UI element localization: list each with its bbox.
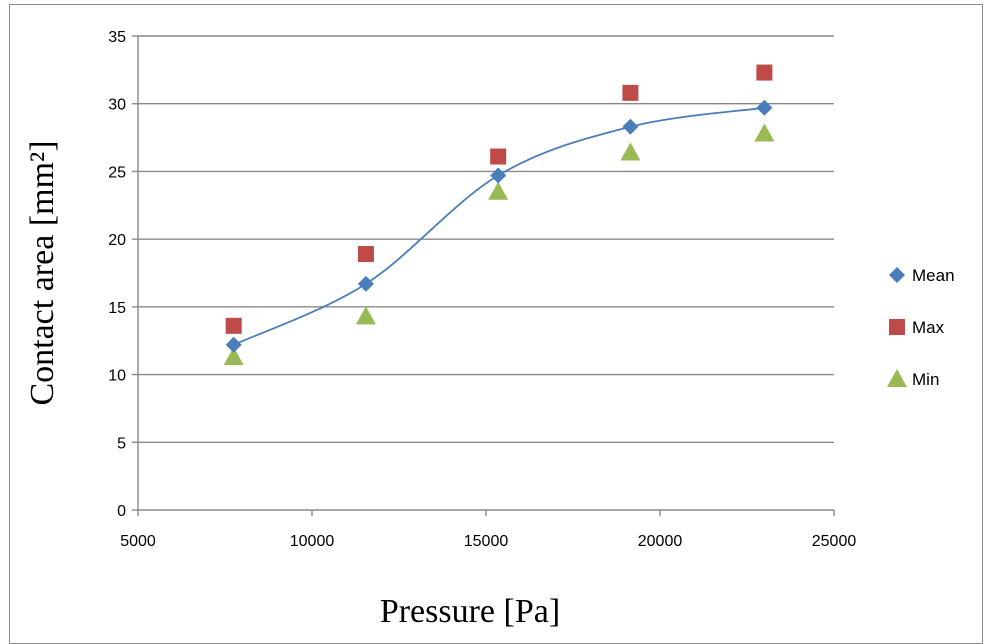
series-min <box>223 123 775 365</box>
min-marker <box>355 306 376 325</box>
max-marker <box>357 246 374 263</box>
series-max <box>225 64 773 334</box>
y-tick-labels: 0 5 10 15 20 25 30 35 <box>108 29 126 520</box>
mean-marker <box>756 99 773 116</box>
legend-label: Min <box>912 370 939 389</box>
x-axis-title: Pressure [Pa] <box>380 593 560 630</box>
y-tick-label: 25 <box>108 164 126 181</box>
gridlines <box>138 35 834 443</box>
y-tick-label: 15 <box>108 300 126 317</box>
min-marker <box>488 181 509 200</box>
mean-marker <box>490 167 507 184</box>
x-tick-label: 25000 <box>812 533 857 550</box>
legend-item: Max <box>889 318 945 337</box>
series-mean <box>225 99 773 353</box>
legend-item: Min <box>887 369 939 389</box>
x-tick-label: 15000 <box>464 533 509 550</box>
legend-square-icon <box>889 319 905 335</box>
y-tick-label: 30 <box>108 97 126 114</box>
chart-frame <box>9 4 983 644</box>
legend-label: Max <box>912 318 945 337</box>
y-tick-label: 20 <box>108 232 126 249</box>
min-marker <box>223 346 244 365</box>
series-line <box>233 106 765 346</box>
legend: Mean Max Min <box>887 266 955 389</box>
legend-triangle-icon <box>887 369 907 387</box>
y-tick-label: 0 <box>117 503 126 520</box>
max-marker <box>756 64 773 81</box>
max-marker <box>622 84 639 101</box>
min-marker <box>754 123 775 142</box>
legend-label: Mean <box>912 266 955 285</box>
legend-diamond-icon <box>889 267 905 283</box>
y-axis-title: Contact area [mm²] <box>24 140 61 405</box>
legend-item: Mean <box>889 266 955 285</box>
mean-marker <box>225 336 242 353</box>
y-tick-label: 5 <box>117 435 126 452</box>
mean-marker <box>357 275 374 292</box>
min-marker <box>620 142 641 161</box>
series-layer <box>223 64 775 365</box>
y-tick-label: 35 <box>108 29 126 46</box>
x-tick-label: 5000 <box>120 533 156 550</box>
axes <box>132 35 835 516</box>
max-marker <box>490 148 507 165</box>
x-tick-labels: 5000 10000 15000 20000 25000 <box>120 533 856 550</box>
max-marker <box>225 317 242 334</box>
mean-marker <box>622 118 639 135</box>
x-tick-label: 20000 <box>638 533 683 550</box>
y-tick-label: 10 <box>108 368 126 385</box>
x-tick-label: 10000 <box>290 533 335 550</box>
